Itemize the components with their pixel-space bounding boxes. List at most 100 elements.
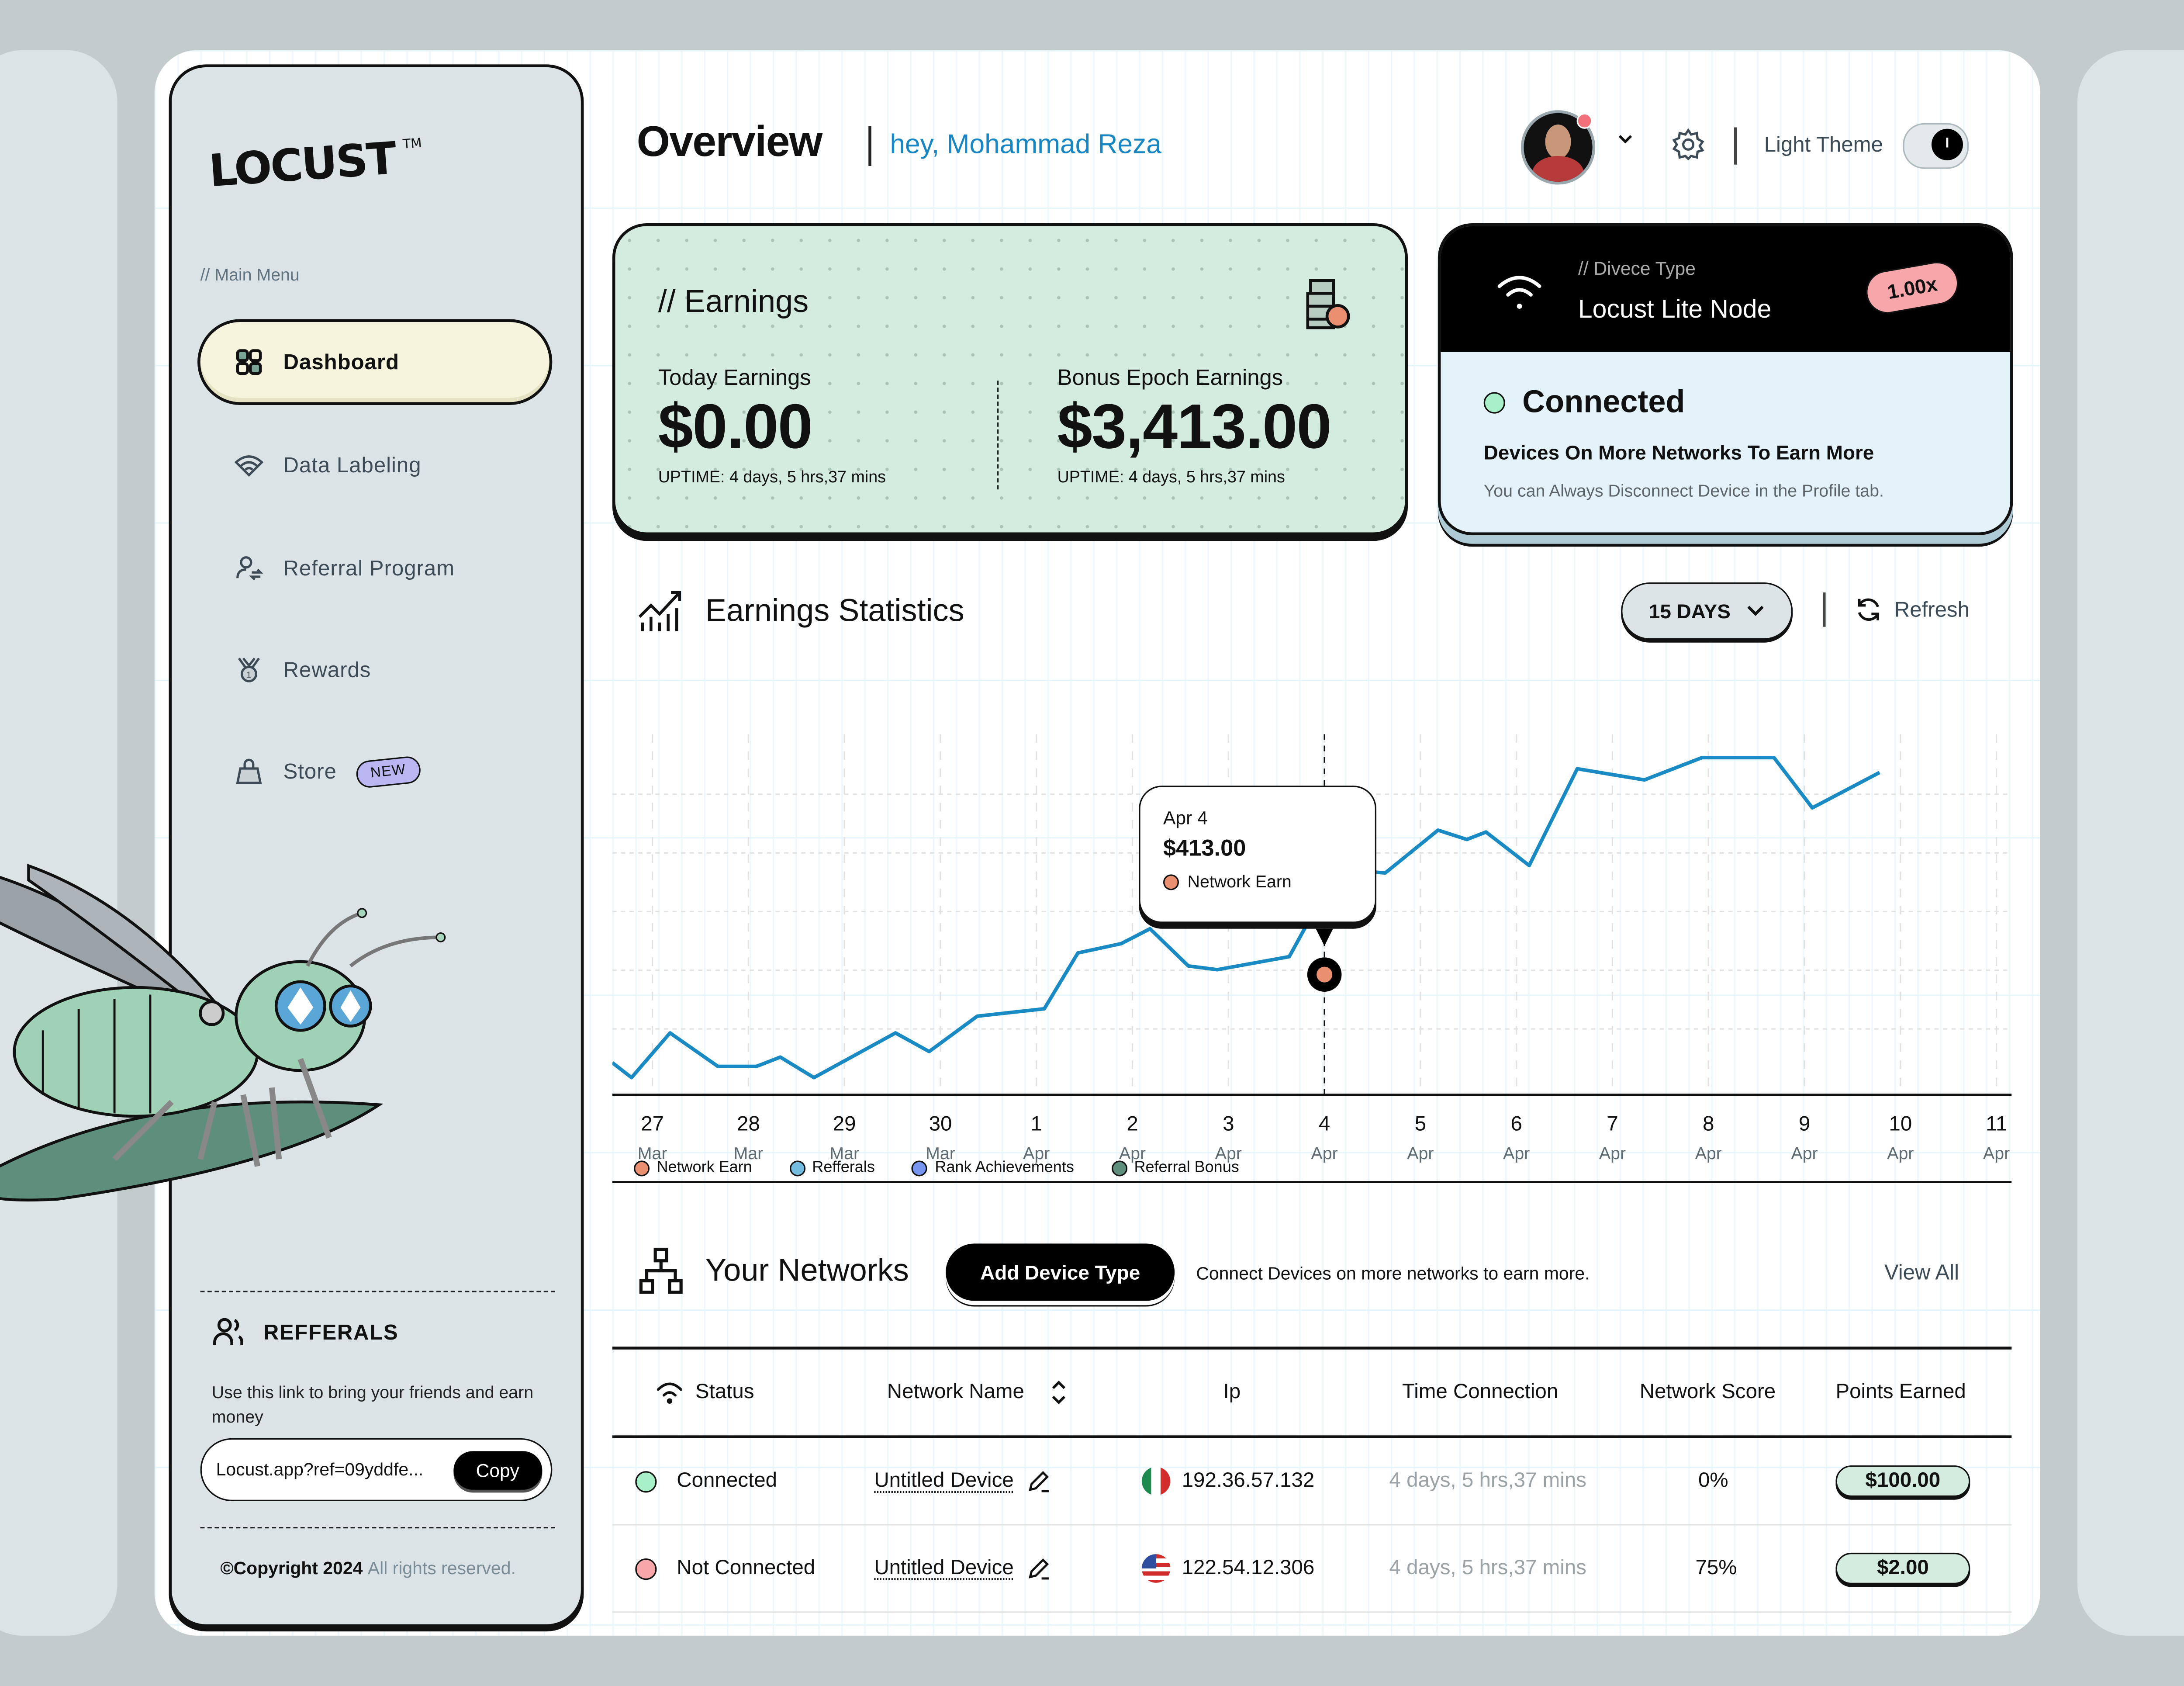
- today-earnings-amount: $0.00: [658, 392, 813, 462]
- time-connection: 4 days, 5 hrs,37 mins: [1389, 1557, 1586, 1580]
- divider: [868, 126, 871, 166]
- sidebar-item-label: Rewards: [283, 658, 371, 682]
- sort-icon[interactable]: [1047, 1378, 1070, 1407]
- page-title: Overview: [636, 118, 823, 166]
- svg-text:5: 5: [1415, 1112, 1426, 1136]
- earnings-statistics-heading: Earnings Statistics: [637, 588, 964, 634]
- svg-text:Apr: Apr: [1599, 1144, 1626, 1163]
- wifi-icon: [235, 455, 263, 477]
- time-connection: 4 days, 5 hrs,37 mins: [1389, 1469, 1586, 1493]
- svg-text:Apr: Apr: [1983, 1144, 2010, 1163]
- networks-table: Status Network Name Ip Time Connection N…: [612, 1347, 2012, 1613]
- bonus-earnings: Bonus Epoch Earnings $3,413.00 UPTIME: 4…: [1057, 366, 1332, 487]
- svg-text:Apr: Apr: [1119, 1144, 1146, 1163]
- divider: [200, 1527, 555, 1529]
- wifi-icon: [1497, 276, 1541, 309]
- legend-item[interactable]: Network Earn: [634, 1159, 752, 1176]
- multiplier-badge: 1.00x: [1863, 258, 1962, 317]
- chevron-down-icon: [1746, 606, 1763, 616]
- chevron-down-icon[interactable]: [1615, 130, 1635, 147]
- divider: [1734, 127, 1736, 165]
- edit-pencil-icon[interactable]: [1025, 1555, 1051, 1581]
- sidebar-item-rewards[interactable]: 1 Rewards: [197, 627, 552, 713]
- column-network-name[interactable]: Network Name: [887, 1350, 1070, 1436]
- referral-link-field[interactable]: Locust.app?ref=09yddfe... Copy: [200, 1438, 553, 1501]
- sidebar-item-label: Referral Program: [283, 556, 455, 581]
- notification-dot: [1576, 113, 1593, 129]
- svg-text:Mar: Mar: [734, 1144, 764, 1163]
- chart-trend-icon: [638, 591, 681, 631]
- svg-text:Mar: Mar: [926, 1144, 955, 1163]
- edit-pencil-icon[interactable]: [1025, 1468, 1051, 1494]
- column-status[interactable]: Status: [655, 1350, 754, 1436]
- connection-status: Connected: [1483, 384, 1685, 421]
- today-earnings: Today Earnings $0.00 UPTIME: 4 days, 5 h…: [658, 366, 886, 487]
- copy-button[interactable]: Copy: [453, 1450, 543, 1489]
- copyright: ©Copyright 2024 All rights reserved.: [220, 1558, 516, 1579]
- svg-text:7: 7: [1607, 1112, 1618, 1136]
- sidebar-item-label: Data Labeling: [283, 453, 422, 478]
- background-panel-right: [2077, 50, 2184, 1636]
- flag-mexico-icon: [1141, 1467, 1171, 1496]
- sidebar: LOCUST TM // Main Menu Dashboard Data Lab…: [169, 64, 584, 1627]
- table-row[interactable]: Connected Untitled Device 192.36.57.132 …: [612, 1438, 2012, 1526]
- status-text: Not Connected: [677, 1557, 816, 1580]
- svg-text:Apr: Apr: [1407, 1144, 1434, 1163]
- view-all-link[interactable]: View All: [1884, 1260, 1959, 1285]
- svg-text:Apr: Apr: [1791, 1144, 1818, 1163]
- sidebar-item-dashboard[interactable]: Dashboard: [197, 319, 553, 405]
- app-window: LOCUST TM // Main Menu Dashboard Data Lab…: [154, 50, 2040, 1636]
- referrals-heading: REFFERALS: [212, 1315, 398, 1350]
- ip-address: 192.36.57.132: [1182, 1469, 1315, 1493]
- users-icon: [213, 1318, 243, 1345]
- svg-text:3: 3: [1223, 1112, 1234, 1136]
- refresh-button[interactable]: Refresh: [1854, 595, 1970, 624]
- range-dropdown[interactable]: 15 DAYS: [1621, 582, 1793, 640]
- svg-text:1: 1: [246, 670, 252, 680]
- device-card: // Divece Type Locust Lite Node 1.00x Co…: [1438, 223, 2013, 536]
- device-note: You can Always Disconnect Device in the …: [1483, 481, 1884, 501]
- theme-toggle[interactable]: I: [1903, 123, 1969, 169]
- sidebar-item-referral-program[interactable]: Referral Program: [197, 525, 552, 611]
- table-row[interactable]: Not Connected Untitled Device 122.54.12.…: [612, 1526, 2012, 1613]
- svg-text:28: 28: [737, 1112, 760, 1136]
- sidebar-item-store[interactable]: Store NEW: [197, 728, 552, 814]
- wifi-icon: [657, 1382, 683, 1404]
- svg-text:Apr: Apr: [1311, 1144, 1338, 1163]
- earnings-chart[interactable]: 27 Mar 28 Mar 29 Mar 30 Mar 1 Apr 2 Apr 3 Apr 4 Apr 5 Apr…: [611, 677, 2012, 1198]
- ip-address: 122.54.12.306: [1182, 1557, 1315, 1580]
- device-name-link[interactable]: Untitled Device: [874, 1469, 1014, 1493]
- add-device-type-button[interactable]: Add Device Type: [946, 1243, 1175, 1301]
- svg-text:30: 30: [929, 1112, 952, 1136]
- legend-item[interactable]: Rank Achievements: [912, 1159, 1074, 1176]
- device-name-link[interactable]: Untitled Device: [874, 1557, 1014, 1580]
- status-dot: [635, 1558, 657, 1579]
- referral-link[interactable]: Locust.app?ref=09yddfe...: [216, 1460, 424, 1480]
- status-dot: [635, 1470, 657, 1492]
- legend-item[interactable]: Referral Bonus: [1111, 1159, 1239, 1176]
- device-name: Locust Lite Node: [1578, 294, 1772, 324]
- user-switch-icon: [236, 556, 263, 581]
- svg-text:27: 27: [641, 1112, 664, 1136]
- sidebar-item-data-labeling[interactable]: Data Labeling: [197, 422, 552, 508]
- legend-item[interactable]: Refferals: [789, 1159, 875, 1176]
- points-earned: $100.00: [1835, 1465, 1970, 1497]
- status-text: Connected: [677, 1469, 778, 1493]
- gear-icon[interactable]: [1671, 128, 1706, 162]
- device-tip: Devices On More Networks To Earn More: [1483, 440, 1874, 464]
- chart-legend: Network Earn Refferals Rank Achievements…: [634, 1159, 1239, 1176]
- logo[interactable]: LOCUST TM: [207, 133, 422, 198]
- divider: [1822, 592, 1825, 627]
- svg-text:1: 1: [1031, 1112, 1042, 1136]
- svg-text:Apr: Apr: [1215, 1144, 1242, 1163]
- earnings-title: // Earnings: [658, 283, 809, 319]
- svg-text:11: 11: [1986, 1112, 2007, 1136]
- points-earned: $2.00: [1835, 1552, 1970, 1584]
- your-networks-heading: Your Networks: [637, 1246, 909, 1295]
- background-panel-left: [0, 50, 117, 1636]
- svg-text:Apr: Apr: [1695, 1144, 1722, 1163]
- svg-text:6: 6: [1510, 1112, 1522, 1136]
- locust-mascot-illustration: [0, 864, 446, 1202]
- svg-text:10: 10: [1889, 1112, 1912, 1136]
